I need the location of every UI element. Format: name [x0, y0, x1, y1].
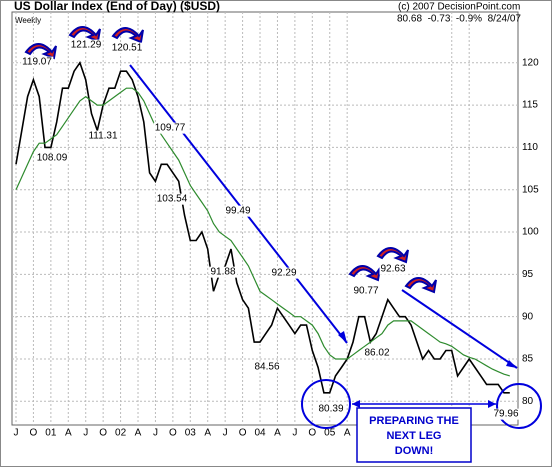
annotation: 92.29: [271, 268, 296, 279]
x-tick-label: 03: [185, 428, 197, 439]
annotation: 99.49: [225, 206, 250, 217]
circle: [301, 379, 351, 429]
plot-area: [11, 11, 519, 426]
annotation: 80.39: [318, 404, 343, 415]
curved-arrow: [404, 277, 437, 294]
annotation-bg: [224, 205, 252, 217]
y-tick-label: 120: [522, 57, 539, 68]
series-line: [15, 61, 510, 394]
x-tick-label: A: [274, 428, 281, 439]
y-tick-label: 90: [522, 311, 534, 322]
series-line: [15, 87, 510, 377]
circle: [496, 383, 542, 429]
annotation: 90.77: [353, 286, 378, 297]
trend-line: [401, 289, 518, 369]
annotation-bg: [155, 193, 189, 205]
x-tick-label: 01: [45, 428, 57, 439]
y-tick-label: 115: [522, 100, 538, 111]
annotation-bg: [352, 285, 380, 297]
x-tick-label: 02: [115, 428, 127, 439]
chart-title: US Dollar Index (End of Day) ($USD): [14, 0, 220, 13]
annotation-bg: [153, 122, 187, 134]
annotation: 84.56: [254, 362, 279, 373]
annotation-bg: [87, 130, 119, 142]
callout-text: PREPARING THE: [369, 415, 459, 427]
callout-text: DOWN!: [395, 445, 434, 457]
y-tick-label: 95: [522, 269, 534, 280]
annotations-drawing: [129, 64, 542, 429]
annotation: 119.07: [22, 57, 52, 68]
quote: 80.68 -0.73 -0.9% 8/24/07: [397, 14, 521, 25]
x-tick-label: A: [204, 428, 211, 439]
x-tick-label: O: [308, 428, 316, 439]
annotation-bg: [317, 403, 345, 415]
curved-arrow: [24, 43, 57, 60]
annotation-bg: [21, 56, 54, 68]
annotation-bg: [110, 42, 144, 54]
callout-box: [356, 407, 472, 463]
credit: (c) 2007 DecisionPoint.com: [398, 2, 520, 13]
y-tick-label: 80: [522, 396, 534, 407]
x-tick-label: A: [65, 428, 72, 439]
x-tick-label: J: [153, 428, 158, 439]
arrowhead: [488, 400, 496, 408]
annotation-bg: [379, 263, 407, 275]
annotation: 92.63: [380, 264, 405, 275]
annotation: 108.09: [37, 153, 68, 164]
curved-arrow: [111, 27, 144, 44]
annotation-bg: [270, 267, 298, 279]
annotation: 103.54: [157, 194, 188, 205]
curved-arrows: [24, 26, 437, 294]
annotation-bg: [209, 266, 237, 278]
x-tick-label: O: [30, 428, 38, 439]
annotation: 121.29: [71, 40, 102, 51]
y-tick-label: 105: [522, 184, 539, 195]
annotation-bg: [492, 408, 520, 420]
annotation-bg: [363, 347, 391, 359]
arrowhead: [338, 331, 347, 343]
x-tick-label: 04: [254, 428, 266, 439]
annotation: 79.96: [493, 409, 518, 420]
annotation-bg: [253, 361, 281, 373]
x-tick-label: J: [292, 428, 297, 439]
x-tick-label: O: [239, 428, 247, 439]
x-tick-label: 05: [324, 428, 336, 439]
subtitle: Weekly: [15, 16, 41, 25]
y-tick-label: 100: [522, 227, 539, 238]
annotation: 111.31: [88, 131, 118, 142]
trend-line: [129, 64, 348, 344]
arrowhead: [352, 400, 360, 408]
x-tick-label: A: [344, 428, 351, 439]
x-tick-label: J: [14, 428, 19, 439]
y-tick-label: 110: [522, 142, 538, 153]
arrowheads: [338, 331, 517, 408]
x-tick-label: O: [99, 428, 107, 439]
x-tick-label: A: [135, 428, 142, 439]
annotation-bg: [35, 152, 69, 164]
curved-arrow: [68, 26, 101, 43]
x-tick-label: J: [223, 428, 228, 439]
callout-text: NEXT LEG: [386, 430, 441, 442]
annotation-bg: [69, 39, 103, 51]
arrowhead: [506, 360, 517, 368]
x-tick-label: O: [169, 428, 177, 439]
annotation: 86.02: [364, 348, 389, 359]
x-tick-label: J: [83, 428, 88, 439]
annotation: 109.77: [155, 123, 186, 134]
annotation: 91.88: [210, 267, 235, 278]
curved-arrow: [348, 265, 381, 282]
y-tick-label: 85: [522, 354, 534, 365]
curved-arrow: [376, 247, 409, 264]
annotation: 120.51: [112, 43, 143, 54]
